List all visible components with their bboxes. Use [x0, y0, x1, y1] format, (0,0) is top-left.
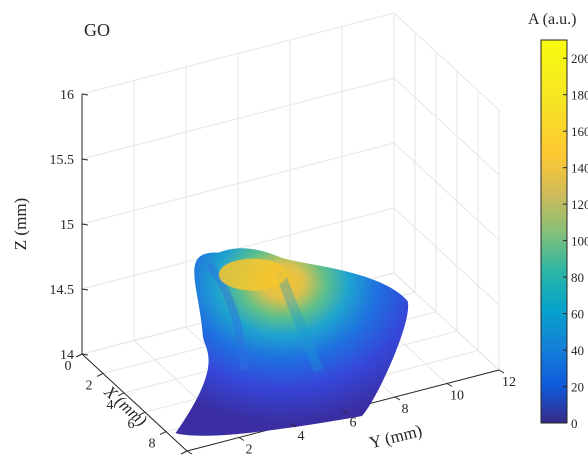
colorbar-gradient	[540, 39, 568, 424]
colorbar-tick-label: 40	[571, 343, 584, 358]
y-axis-label: Y (mm)	[367, 421, 424, 452]
y-tick	[498, 369, 505, 374]
z-tick	[81, 288, 89, 291]
x-tick-label: 6	[128, 417, 135, 432]
side-grid-z	[393, 207, 500, 306]
surface-ridge	[205, 262, 249, 371]
y-tick	[342, 410, 349, 414]
y-tick	[394, 396, 401, 401]
x-tick-label: 2	[86, 378, 93, 393]
colorbar-tick-label: 140	[571, 161, 588, 176]
colorbar-tick-label: 120	[571, 197, 588, 212]
surface-body	[175, 248, 409, 436]
y-tick-label: 2	[246, 443, 253, 457]
z-tick	[81, 93, 89, 96]
z-tick-label: 14.5	[50, 283, 75, 298]
z-tick	[81, 353, 89, 356]
colorbar-tick-label: 0	[571, 416, 578, 431]
x-tick	[159, 431, 167, 436]
y-tick	[238, 437, 245, 441]
z-tick-label: 14	[60, 348, 74, 363]
z-tick	[81, 223, 89, 226]
z-tick-label: 15	[60, 218, 74, 233]
x-tick	[138, 411, 146, 416]
y-tick	[446, 383, 453, 387]
y-tick-label: 12	[502, 375, 516, 390]
colorbar-tick-label: 200	[571, 51, 588, 66]
wall-grid-z	[81, 12, 395, 95]
z-tick-label: 16	[60, 88, 74, 103]
surface-peak	[218, 258, 287, 291]
chart-title: GO	[84, 20, 110, 40]
z-tick	[81, 158, 89, 161]
x-tick-label: 4	[107, 398, 114, 413]
colorbar-tick-label: 80	[571, 270, 584, 285]
z-tick-label: 15.5	[50, 153, 75, 168]
x-tick	[180, 450, 188, 455]
colorbar-tick-label: 180	[571, 88, 588, 103]
x-tick-label: 0	[65, 359, 72, 374]
y-tick	[186, 450, 193, 455]
x-tick	[117, 392, 125, 397]
side-grid-z	[393, 142, 500, 241]
colorbar-tick-label: 160	[571, 124, 588, 139]
y-tick	[290, 423, 297, 428]
wall-grid-z	[81, 77, 395, 160]
colorbar-tick-label: 100	[571, 234, 588, 249]
side-grid-z	[393, 77, 500, 176]
x-axis-line	[81, 353, 188, 452]
colorbar-label: A (a.u.)	[528, 11, 576, 28]
y-tick-label: 6	[350, 416, 357, 431]
colorbar-tick-label: 20	[571, 380, 584, 395]
z-axis-label: Z (mm)	[11, 198, 30, 250]
y-tick-label: 4	[298, 429, 305, 444]
surface-layer	[175, 248, 409, 436]
x-tick-label: 8	[149, 437, 156, 452]
colorbar: 0 20 40 60 80 100 120 140 160 180 200 A (a.u.)	[528, 11, 588, 431]
y-tick-label: 10	[450, 389, 464, 404]
y-tick-label: 8	[402, 402, 409, 417]
side-grid-z	[393, 12, 500, 111]
x-tick	[75, 353, 83, 358]
wall-grid-z	[81, 142, 395, 225]
side-grid-z	[393, 272, 500, 371]
colorbar-tick-label: 60	[571, 307, 584, 322]
x-tick	[96, 372, 104, 377]
